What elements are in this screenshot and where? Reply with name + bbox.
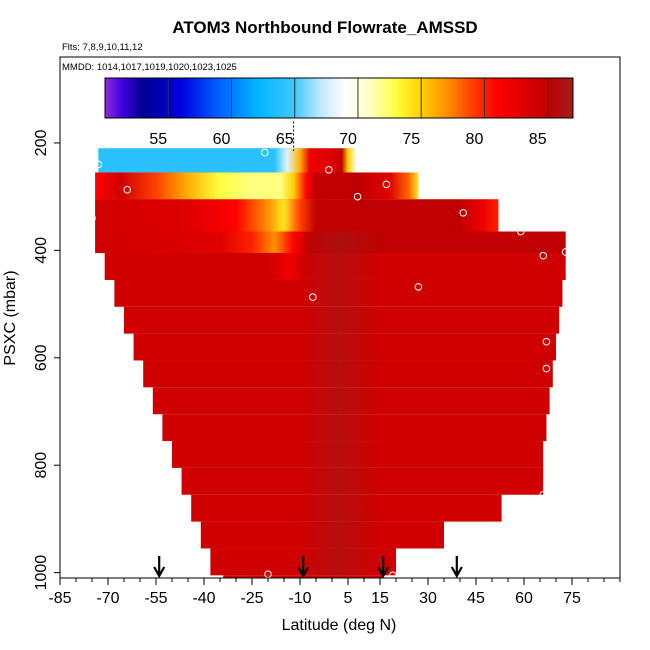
colorbar: 55 60 65 70 75 80 85 <box>104 77 574 148</box>
flight-markers <box>88 148 570 580</box>
flight-marker <box>561 248 570 256</box>
x-tick-label: -70 <box>96 590 119 607</box>
flight-arrow <box>153 556 166 579</box>
x-tick-label: 60 <box>515 590 533 607</box>
flight-marker <box>261 148 269 157</box>
plot-data <box>95 121 566 578</box>
flight-arrow <box>450 556 463 579</box>
x-tick-label: 45 <box>467 590 485 607</box>
y-tick-label: 200 <box>33 129 50 156</box>
heatmap-gradient-row <box>95 172 419 200</box>
dates-label: MMDD: 1014,1017,1019,1020,1023,1025 <box>62 62 237 73</box>
flight-marker <box>542 364 551 373</box>
colorbar-tick-label: 70 <box>339 131 357 148</box>
flight-marker <box>123 185 131 194</box>
y-tick-label: 400 <box>33 237 50 264</box>
flight-marker <box>389 571 397 580</box>
colorbar-tick-label: 65 <box>276 131 294 148</box>
x-tick-label: 15 <box>371 590 389 607</box>
flight-marker <box>542 337 551 346</box>
colorbar-tick-label: 75 <box>402 131 420 148</box>
y-axis-label: PSXC (mbar) <box>2 270 19 365</box>
colorbar-frame <box>104 77 574 119</box>
colorbar-gradient <box>105 78 573 118</box>
x-tick-label: -10 <box>288 590 311 607</box>
y-tick-label: 1000 <box>33 555 50 591</box>
flight-marker <box>325 165 333 174</box>
colorbar-tick-label: 60 <box>213 131 231 148</box>
flight-marker <box>539 490 548 499</box>
flight-arrow <box>297 556 310 579</box>
flight-marker <box>517 227 525 236</box>
x-tick-label: -40 <box>192 590 215 607</box>
x-tick-label: 5 <box>344 590 353 607</box>
chart-title: ATOM3 Northbound Flowrate_AMSSD <box>172 18 478 37</box>
flights-label: Flts: 7,8,9,10,11,12 <box>62 42 143 53</box>
flight-marker <box>414 283 423 291</box>
flight-marker <box>539 251 548 260</box>
x-tick-label: -55 <box>144 590 167 607</box>
heatmap-gradient-row <box>95 199 499 232</box>
flight-marker <box>353 192 362 201</box>
colorbar-tick-label: 55 <box>149 131 167 148</box>
x-tick-label: 75 <box>563 590 581 607</box>
flight-arrow <box>377 556 390 579</box>
axes: -85 -70 -55 -40 -25 -10 5 15 30 45 60 75 200 400 600 80… <box>33 56 621 607</box>
heatmap-core-shading <box>300 231 380 576</box>
y-tick-label: 800 <box>33 452 50 479</box>
flight-marker <box>459 208 468 217</box>
y-tick-label: 600 <box>33 344 50 371</box>
heatmap-gradient-row <box>98 148 357 173</box>
flight-marker <box>382 180 391 189</box>
x-axis-label: Latitude (deg N) <box>282 617 397 634</box>
colorbar-tick-label: 80 <box>466 131 484 148</box>
flight-marker <box>88 214 96 222</box>
x-tick-label: -85 <box>48 590 71 607</box>
x-tick-label: -25 <box>240 590 263 607</box>
flight-marker <box>309 293 317 301</box>
plot-frame <box>59 56 621 579</box>
colorbar-tick-label: 85 <box>529 131 547 148</box>
flight-marker <box>94 160 103 169</box>
x-tick-label: 30 <box>419 590 437 607</box>
